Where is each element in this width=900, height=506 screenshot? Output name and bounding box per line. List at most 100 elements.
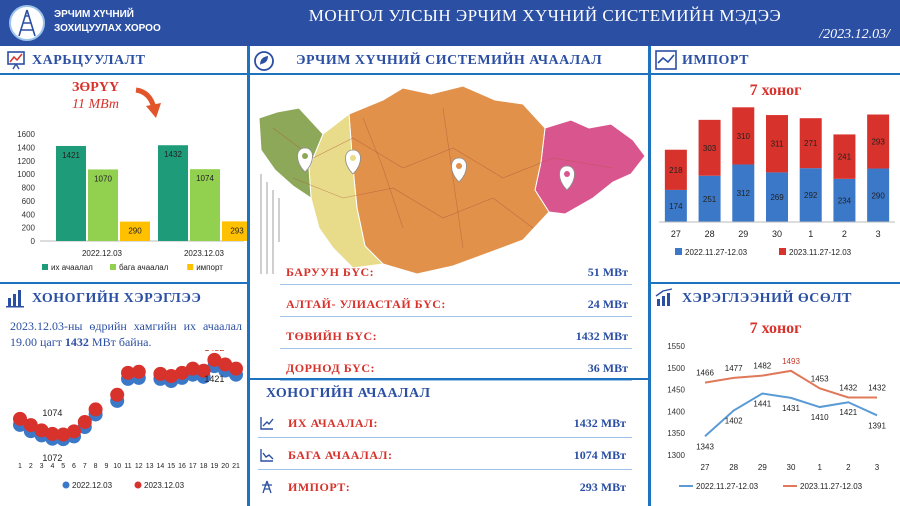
bar-value-label: 1074	[196, 174, 214, 183]
category-label: 3	[876, 229, 881, 239]
load-label: ИМПОРТ:	[288, 480, 351, 494]
scatter-point	[207, 352, 222, 367]
scatter-point	[175, 365, 189, 380]
x-tick-label: 13	[146, 463, 154, 470]
system-load-row: ДОРНОД БҮС: 36 МВт	[286, 360, 628, 380]
point-value-label: 1391	[868, 421, 886, 430]
generation-bar-chart: 1600 1400 1200 1000 800 600 400 200 0 1421 1070 290…	[17, 130, 247, 272]
system-load-value: 1432 МВт	[575, 329, 628, 343]
growth-line-chart: 1550 1500 1450 1400 1350 1300 1343 1402 1441 1431…	[667, 342, 886, 491]
bar-value-label: 1432	[164, 150, 182, 159]
bar-value-label: 292	[804, 191, 818, 200]
scatter-point	[110, 387, 125, 402]
scatter-point	[13, 411, 27, 426]
point-value-label: 1343	[696, 442, 714, 451]
system-load-row: АЛТАЙ- УЛИАСТАЙ БҮС: 24 МВт	[286, 296, 628, 316]
bar-их-ачаалал	[56, 145, 86, 241]
column-divider-left	[247, 46, 250, 506]
point-value-label: 1432	[868, 383, 886, 392]
legend-label: импорт	[196, 263, 223, 272]
legend-label: 2023.11.27-12.03	[800, 482, 863, 491]
system-load-label: АЛТАЙ- УЛИАСТАЙ БҮС:	[286, 297, 446, 311]
org-logo	[9, 5, 45, 41]
rising-bars-icon	[655, 288, 673, 306]
x-tick-label: 2	[29, 463, 33, 470]
point-annotation: 1421	[204, 374, 224, 384]
category-label: 2023.12.03	[184, 249, 225, 258]
scatter-point	[56, 427, 71, 442]
scatter-point	[153, 366, 168, 381]
map-pin-icon	[345, 149, 361, 175]
bar-value-label: 293	[871, 138, 885, 147]
legend-label: 2023.11.27-12.03	[789, 248, 852, 257]
category-label: 3	[875, 463, 880, 472]
import-bar-segment	[732, 107, 755, 165]
x-tick-label: 8	[94, 463, 98, 470]
line-chart-icon	[260, 449, 274, 462]
y-tick-label: 1200	[17, 157, 35, 166]
x-tick-label: 21	[232, 463, 240, 470]
column-divider-right	[648, 46, 651, 506]
point-value-label: 1410	[811, 413, 829, 422]
bar-value-label: 241	[838, 153, 852, 162]
scatter-point	[131, 364, 146, 379]
point-annotation: 1072	[42, 453, 62, 463]
bar-value-label: 1421	[62, 151, 80, 160]
scatter-point	[34, 423, 49, 438]
point-value-label: 1441	[753, 400, 771, 409]
bar-импорт	[120, 221, 150, 241]
x-tick-label: 12	[135, 463, 143, 470]
point-value-label: 1493	[782, 357, 800, 366]
scatter-point	[185, 361, 200, 376]
y-tick-label: 1500	[667, 364, 685, 373]
trend-line-icon	[655, 50, 677, 70]
point-value-label: 1482	[753, 362, 771, 371]
point-value-label: 1431	[782, 404, 800, 413]
row-divider	[280, 316, 632, 317]
load-value: 1432 МВт	[573, 416, 626, 430]
legend-swatch	[187, 264, 194, 270]
x-tick-label: 1	[18, 463, 22, 470]
y-tick-label: 1400	[667, 407, 685, 416]
bar-импорт	[222, 221, 247, 241]
x-tick-label: 17	[189, 463, 197, 470]
bar-value-label: 234	[838, 196, 852, 205]
row-divider	[258, 437, 632, 438]
map-pin-icon	[297, 147, 313, 173]
import-bar-segment	[799, 118, 822, 169]
bar-value-label: 290	[128, 227, 142, 236]
import-bar-segment	[732, 164, 755, 222]
y-tick-label: 600	[22, 197, 36, 206]
y-tick-label: 1600	[17, 130, 35, 139]
row-divider-left	[0, 282, 247, 284]
page-title: МОНГОЛ УЛСЫН ЭРЧИМ ХҮЧНИЙ СИСТЕМИЙН МЭДЭ…	[308, 6, 782, 25]
legend-label: их ачаалал	[51, 263, 93, 272]
legend-swatch	[675, 248, 682, 255]
row-divider	[280, 380, 632, 381]
import-bar-segment	[766, 115, 788, 173]
row-divider-right	[651, 282, 900, 284]
diff-value: 11 МВт	[72, 97, 119, 112]
y-tick-label: 1450	[667, 386, 685, 395]
electricity-tower-icon	[262, 480, 272, 494]
point-value-label: 1402	[725, 417, 743, 426]
x-tick-label: 5	[61, 463, 65, 470]
system-load-value: 36 МВт	[587, 361, 628, 375]
series-line	[704, 369, 877, 399]
scatter-point	[196, 363, 211, 378]
system-load-value: 51 МВт	[587, 265, 628, 279]
bar-value-label: 303	[703, 144, 717, 153]
point-value-label: 1466	[696, 369, 714, 378]
daily-summary: 2023.12.03-ны өдрийн хамгийн их ачаалал …	[10, 319, 242, 349]
x-tick-label: 4	[50, 463, 54, 470]
legend-label: 2022.12.03	[72, 481, 113, 490]
y-tick-label: 1400	[17, 143, 35, 152]
import-bar-segment	[766, 172, 788, 222]
bar-их-ачаалал	[158, 145, 188, 241]
header-bar: ЭРЧИМ ХҮЧНИЙ ЗОХИЦУУЛАХ ХОРОО МОНГОЛ УЛС…	[0, 0, 900, 46]
scatter-point	[23, 418, 38, 433]
x-tick-label: 7	[83, 463, 87, 470]
series-line	[704, 392, 878, 437]
mongolia-region-map	[258, 85, 646, 274]
bar-value-label: 251	[703, 195, 717, 204]
